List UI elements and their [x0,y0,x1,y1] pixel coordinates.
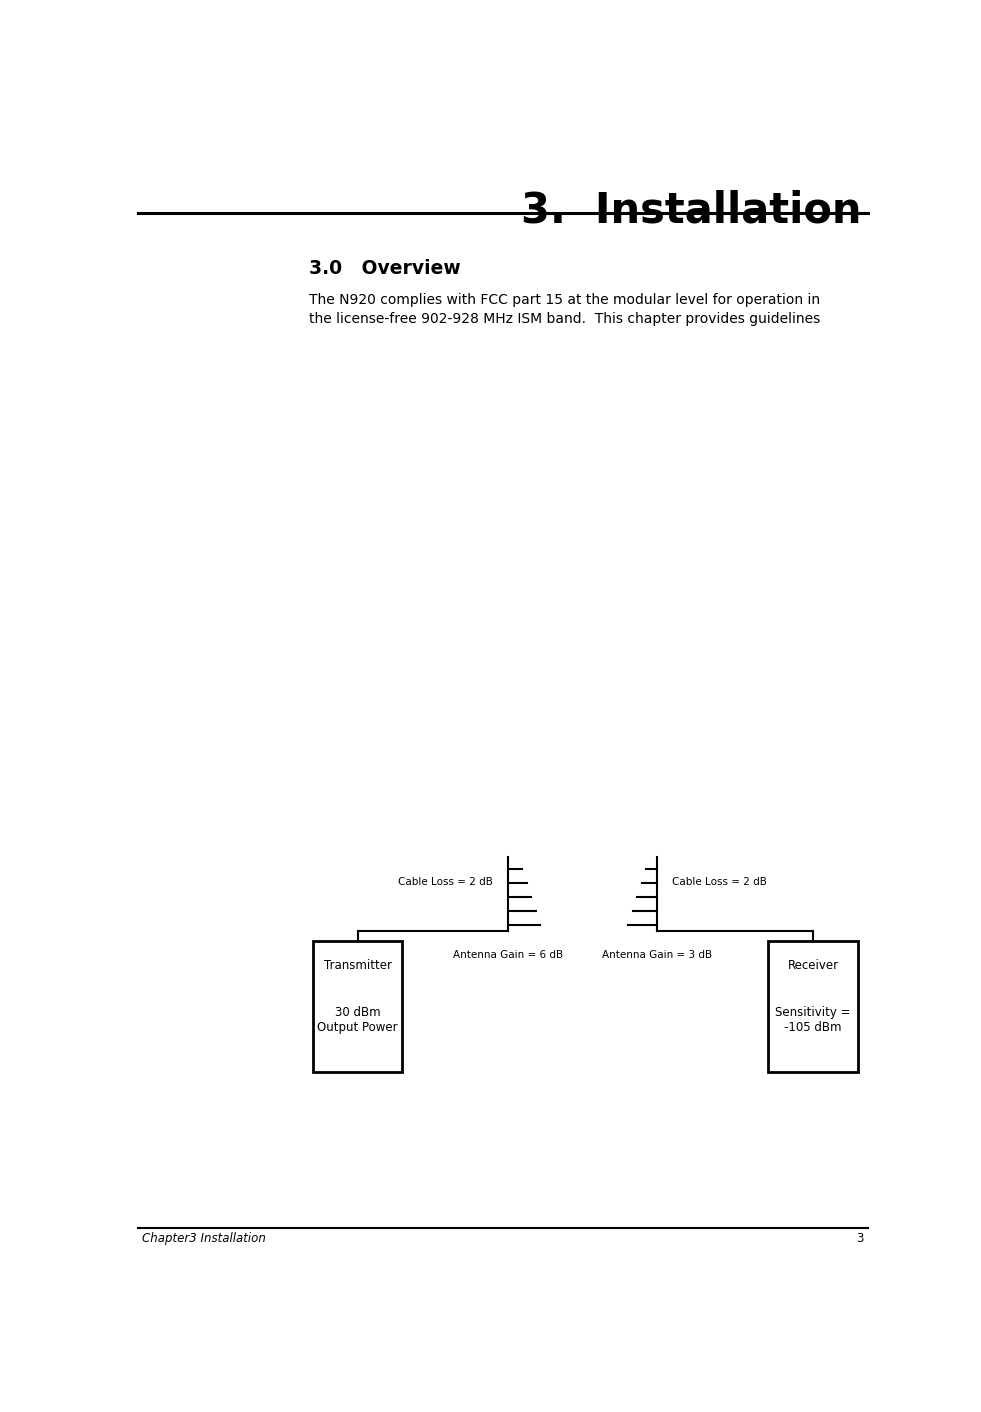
Text: Chapter3 Installation: Chapter3 Installation [141,1231,266,1244]
Text: 3.  Installation: 3. Installation [521,189,861,232]
Text: Antenna Gain = 6 dB: Antenna Gain = 6 dB [453,950,563,960]
Text: Receiver: Receiver [788,959,839,971]
Bar [313,942,402,1072]
Text: 3: 3 [856,1231,864,1244]
Text: Cable Loss = 2 dB: Cable Loss = 2 dB [397,877,492,887]
Text: 3.0   Overview: 3.0 Overview [309,258,461,278]
Text: Sensitivity =
-105 dBm: Sensitivity = -105 dBm [775,1005,851,1034]
Text: Transmitter: Transmitter [324,959,391,971]
Text: 30 dBm
Output Power: 30 dBm Output Power [317,1005,398,1034]
Text: The N920 complies with FCC part 15 at the modular level for operation in: The N920 complies with FCC part 15 at th… [309,292,820,306]
Bar [768,942,857,1072]
Text: Cable Loss = 2 dB: Cable Loss = 2 dB [672,877,767,887]
Text: the license-free 902-928 MHz ISM band.  This chapter provides guidelines: the license-free 902-928 MHz ISM band. T… [309,312,820,326]
Text: Antenna Gain = 3 dB: Antenna Gain = 3 dB [602,950,712,960]
